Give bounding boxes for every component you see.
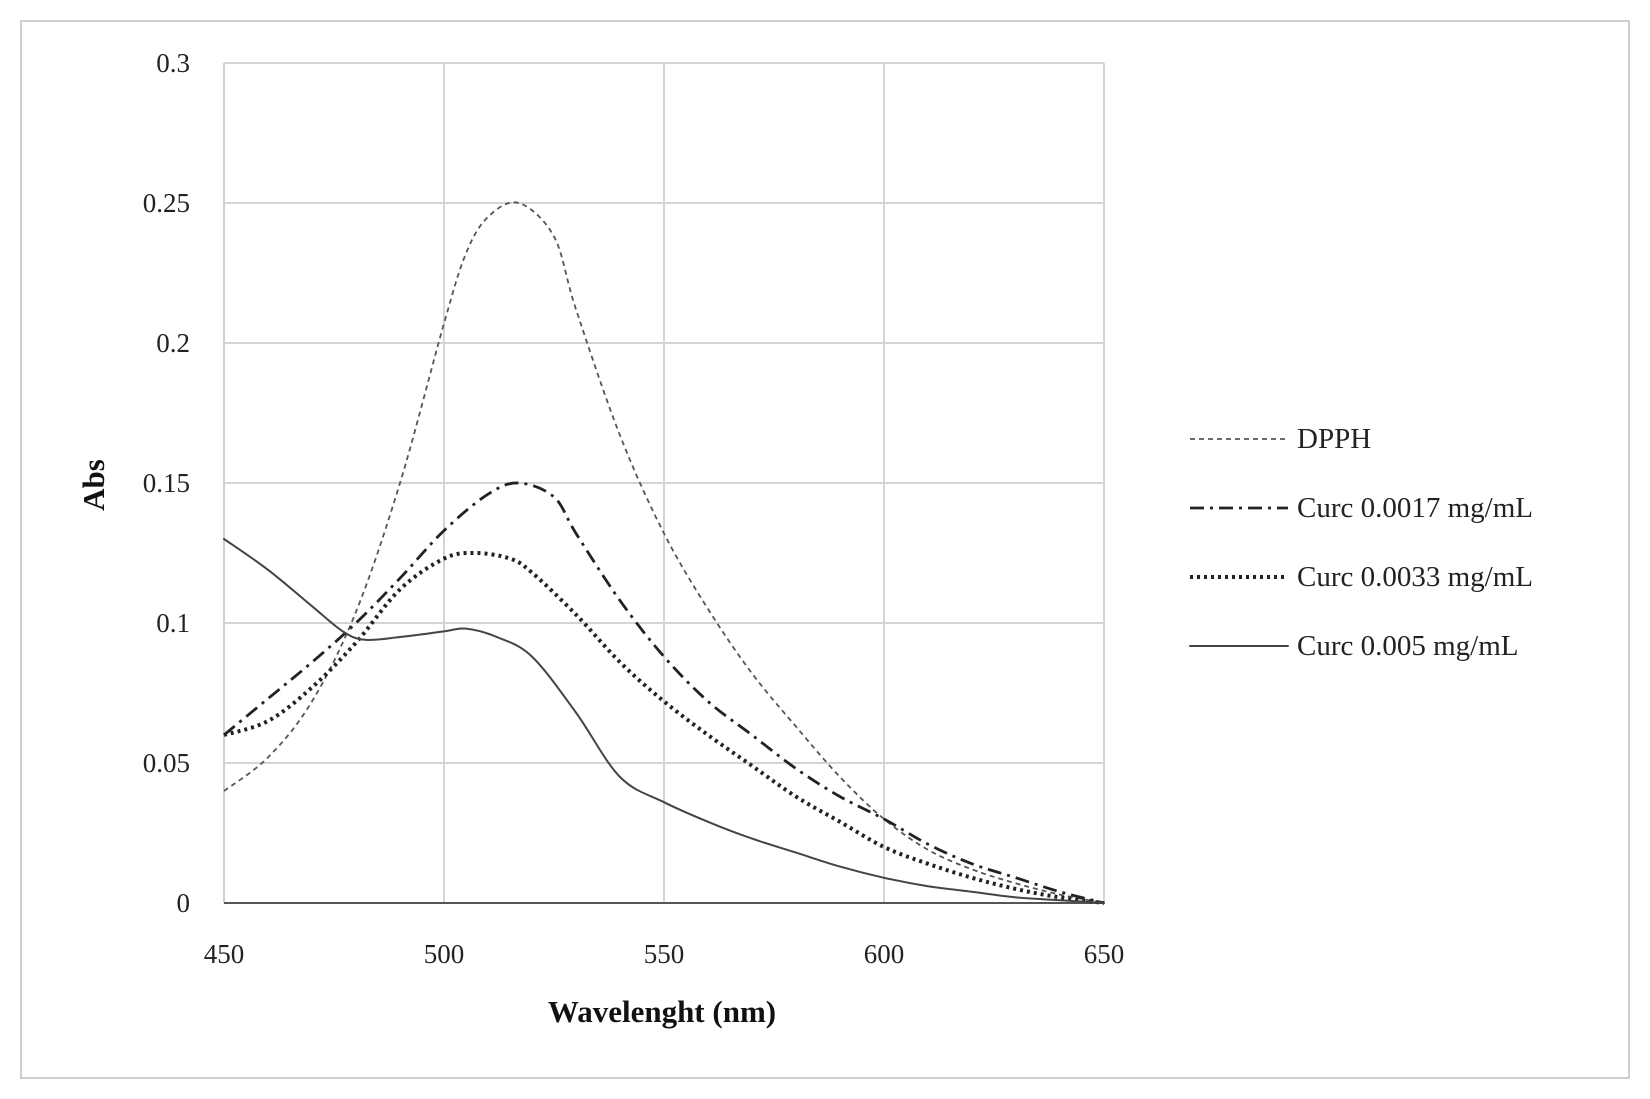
x-tick-label: 650 bbox=[1084, 939, 1125, 969]
axis-layer bbox=[223, 63, 1104, 904]
y-tick-label: 0.1 bbox=[156, 608, 190, 638]
legend-label-curc-0-005-mg-ml: Curc 0.005 mg/mL bbox=[1297, 630, 1519, 662]
legend: DPPH Curc 0.0017 mg/mL Curc 0.0033 mg/mL Cu… bbox=[1189, 423, 1533, 662]
x-tick-label: 600 bbox=[864, 939, 905, 969]
grid-layer bbox=[224, 62, 1105, 903]
legend-label-curc-0-0033-mg-ml: Curc 0.0033 mg/mL bbox=[1297, 561, 1533, 593]
legend-label-curc-0-0017-mg-ml: Curc 0.0017 mg/mL bbox=[1297, 492, 1533, 524]
y-axis-title: Abs bbox=[76, 459, 111, 511]
y-tick-label: 0.15 bbox=[143, 468, 190, 498]
series-line-dpph bbox=[223, 201, 1105, 904]
x-axis-title: Wavelenght (nm) bbox=[548, 994, 776, 1029]
x-tick-label: 450 bbox=[204, 939, 245, 969]
x-tick-label: 500 bbox=[424, 939, 465, 969]
series-line-curc-0-0033-mg-ml bbox=[223, 550, 1105, 905]
y-tick-label: 0.05 bbox=[143, 748, 190, 778]
legend-label-dpph: DPPH bbox=[1297, 423, 1371, 455]
series-layer bbox=[223, 201, 1105, 905]
series-line-curc-0-0017-mg-ml bbox=[223, 481, 1105, 905]
x-tick-label: 550 bbox=[644, 939, 685, 969]
y-tick-label: 0.3 bbox=[156, 48, 190, 78]
series-line-curc-0-005-mg-ml bbox=[223, 538, 1105, 904]
tick-layer: 0 0.05 0.1 0.15 0.2 0.25 0.3 450 500 550 600 650 bbox=[143, 48, 1125, 969]
y-tick-label: 0.2 bbox=[156, 328, 190, 358]
y-tick-label: 0 bbox=[177, 888, 191, 918]
y-tick-label: 0.25 bbox=[143, 188, 190, 218]
